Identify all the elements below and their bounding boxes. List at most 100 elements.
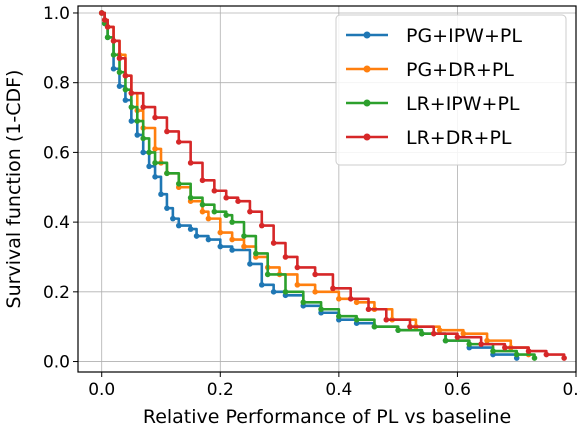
data-point bbox=[205, 236, 212, 243]
data-point bbox=[104, 24, 111, 30]
legend: PG+IPW+PL PG+DR+PL LR+IPW+PL LR+DR+PL bbox=[335, 14, 567, 166]
data-point bbox=[175, 180, 182, 187]
data-point bbox=[211, 187, 218, 194]
data-point bbox=[229, 219, 235, 225]
data-point bbox=[217, 243, 224, 250]
data-point bbox=[217, 229, 224, 236]
data-point bbox=[223, 194, 230, 201]
data-point bbox=[134, 132, 141, 138]
data-point bbox=[442, 337, 449, 344]
series-lines bbox=[98, 10, 567, 361]
data-point bbox=[98, 10, 105, 16]
data-point bbox=[140, 149, 147, 156]
data-point bbox=[258, 222, 265, 229]
x-axis-label: Relative Performance of PL vs baseline bbox=[143, 406, 511, 428]
data-point bbox=[187, 194, 194, 201]
data-point bbox=[110, 52, 117, 58]
data-point bbox=[122, 97, 129, 103]
data-point bbox=[561, 355, 567, 361]
data-point bbox=[116, 55, 123, 62]
legend-label: LR+DR+PL bbox=[406, 127, 512, 149]
y-tick-label: 0.4 bbox=[43, 213, 70, 233]
data-point bbox=[347, 296, 354, 302]
data-point bbox=[502, 344, 508, 351]
data-point bbox=[531, 355, 538, 361]
data-point bbox=[199, 177, 206, 184]
data-point bbox=[241, 243, 247, 250]
data-point bbox=[128, 104, 135, 110]
y-tick-label: 1.0 bbox=[43, 4, 70, 24]
data-point bbox=[336, 313, 342, 320]
data-point bbox=[395, 327, 401, 333]
data-point bbox=[371, 323, 378, 330]
x-tick-label: 0.6 bbox=[444, 380, 471, 400]
data-point bbox=[199, 201, 206, 208]
data-point bbox=[460, 330, 467, 337]
legend-marker bbox=[363, 99, 371, 107]
data-point bbox=[312, 289, 318, 295]
x-tick-label: 0.8 bbox=[562, 380, 580, 400]
data-point bbox=[484, 337, 490, 344]
data-point bbox=[258, 282, 265, 288]
data-point bbox=[110, 65, 117, 72]
data-point bbox=[187, 160, 194, 166]
data-point bbox=[110, 38, 117, 44]
data-point bbox=[543, 351, 550, 358]
legend-item: LR+IPW+PL bbox=[346, 93, 520, 115]
legend-label: LR+IPW+PL bbox=[406, 93, 520, 115]
x-tick-label: 0.2 bbox=[207, 380, 234, 400]
data-point bbox=[490, 348, 496, 354]
y-tick-label: 0.0 bbox=[43, 353, 70, 373]
data-point bbox=[116, 69, 123, 76]
data-point bbox=[187, 226, 194, 232]
data-point bbox=[175, 222, 182, 229]
x-tick-label: 0.0 bbox=[88, 380, 115, 400]
data-point bbox=[270, 240, 277, 246]
data-point bbox=[436, 327, 443, 333]
legend-marker bbox=[363, 31, 371, 39]
legend-marker bbox=[363, 65, 371, 73]
data-point bbox=[247, 261, 253, 267]
data-point bbox=[270, 289, 277, 295]
data-point bbox=[300, 299, 307, 306]
data-point bbox=[140, 135, 147, 142]
legend-label: PG+DR+PL bbox=[406, 59, 514, 81]
data-point bbox=[383, 316, 390, 323]
y-tick-label: 0.2 bbox=[43, 283, 70, 303]
data-point bbox=[229, 247, 235, 253]
data-point bbox=[170, 215, 176, 222]
data-point bbox=[152, 160, 158, 166]
data-point bbox=[419, 330, 425, 337]
plot-frame bbox=[77, 5, 577, 373]
data-point bbox=[513, 351, 520, 358]
legend-item: LR+DR+PL bbox=[346, 127, 512, 149]
data-point bbox=[158, 191, 164, 198]
data-point bbox=[466, 341, 473, 347]
data-point bbox=[152, 174, 158, 180]
data-point bbox=[205, 215, 212, 222]
data-point bbox=[164, 170, 170, 177]
series-line bbox=[101, 11, 566, 359]
y-tick-label: 0.6 bbox=[43, 143, 70, 163]
data-point bbox=[318, 306, 324, 313]
data-point bbox=[146, 149, 152, 156]
data-point bbox=[294, 282, 301, 288]
data-point bbox=[128, 90, 135, 96]
series-3 bbox=[98, 10, 567, 361]
legend-box bbox=[335, 14, 567, 166]
data-point bbox=[199, 208, 206, 215]
data-point bbox=[164, 128, 170, 135]
data-point bbox=[241, 233, 247, 239]
data-point bbox=[294, 264, 301, 271]
data-point bbox=[193, 233, 200, 239]
legend-marker bbox=[363, 133, 371, 141]
data-point bbox=[407, 323, 413, 330]
data-point bbox=[134, 118, 141, 124]
data-point bbox=[122, 72, 129, 79]
data-point bbox=[253, 250, 259, 257]
data-point bbox=[365, 306, 372, 313]
data-point bbox=[330, 285, 336, 292]
data-point bbox=[128, 118, 135, 124]
y-axis-label: Survival function (1-CDF) bbox=[3, 70, 25, 309]
